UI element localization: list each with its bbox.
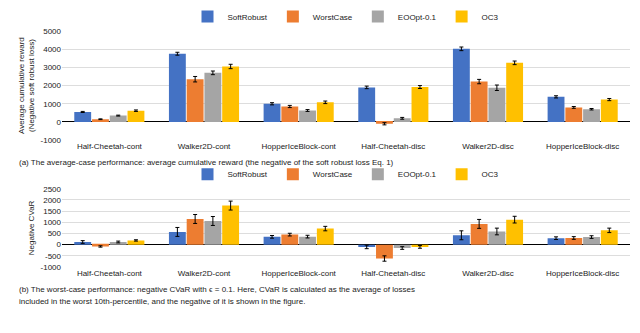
svg-text:HopperIceBlock-cont: HopperIceBlock-cont [262, 269, 337, 278]
svg-text:1500: 1500 [43, 207, 61, 216]
svg-text:(b) The worst-case performance: (b) The worst-case performance: negative… [19, 285, 415, 294]
svg-text:2500: 2500 [43, 185, 61, 194]
svg-text:Walker2D-disc: Walker2D-disc [462, 269, 514, 278]
svg-text:SoftRobust: SoftRobust [228, 13, 268, 22]
svg-text:included in the worst 10th-per: included in the worst 10th-percentile, a… [19, 297, 305, 306]
svg-text:5000: 5000 [43, 27, 61, 36]
svg-text:0: 0 [57, 118, 62, 127]
svg-text:3000: 3000 [43, 63, 61, 72]
svg-text:EOOpt-0.1: EOOpt-0.1 [398, 170, 437, 179]
svg-text:4000: 4000 [43, 45, 61, 54]
svg-text:Walker2D-disc: Walker2D-disc [462, 142, 514, 151]
svg-text:Walker2D-cont: Walker2D-cont [178, 142, 231, 151]
svg-text:-1000: -1000 [41, 263, 62, 272]
svg-text:0: 0 [57, 240, 62, 249]
svg-text:Half-Cheetah-disc: Half-Cheetah-disc [361, 142, 425, 151]
svg-text:Half-Cheetah-cont: Half-Cheetah-cont [77, 142, 143, 151]
svg-text:SoftRobust: SoftRobust [228, 170, 268, 179]
svg-text:2000: 2000 [43, 81, 61, 90]
svg-text:Walker2D-cont: Walker2D-cont [178, 269, 231, 278]
svg-text:500: 500 [48, 229, 62, 238]
svg-text:-1000: -1000 [41, 136, 62, 145]
svg-text:HopperIceBlock-disc: HopperIceBlock-disc [546, 269, 619, 278]
svg-text:1000: 1000 [43, 100, 61, 109]
svg-text:-500: -500 [45, 252, 62, 261]
svg-text:Half-Cheetah-cont: Half-Cheetah-cont [77, 269, 143, 278]
svg-text:(a) The average-case performan: (a) The average-case performance: averag… [19, 158, 394, 167]
svg-text:Negative CVaR: Negative CVaR [27, 200, 36, 255]
svg-text:HopperIceBlock-cont: HopperIceBlock-cont [262, 142, 337, 151]
svg-text:2000: 2000 [43, 196, 61, 205]
svg-text:OC3: OC3 [482, 170, 499, 179]
svg-text:1000: 1000 [43, 218, 61, 227]
svg-text:HopperIceBlock-disc: HopperIceBlock-disc [546, 142, 619, 151]
svg-text:EOOpt-0.1: EOOpt-0.1 [398, 13, 437, 22]
svg-text:WorstCase: WorstCase [313, 170, 353, 179]
svg-text:OC3: OC3 [482, 13, 499, 22]
svg-text:WorstCase: WorstCase [313, 13, 353, 22]
svg-text:Average cumulative reward(Nega: Average cumulative reward(Negative soft … [17, 37, 36, 134]
svg-text:Half-Cheetah-disc: Half-Cheetah-disc [361, 269, 425, 278]
